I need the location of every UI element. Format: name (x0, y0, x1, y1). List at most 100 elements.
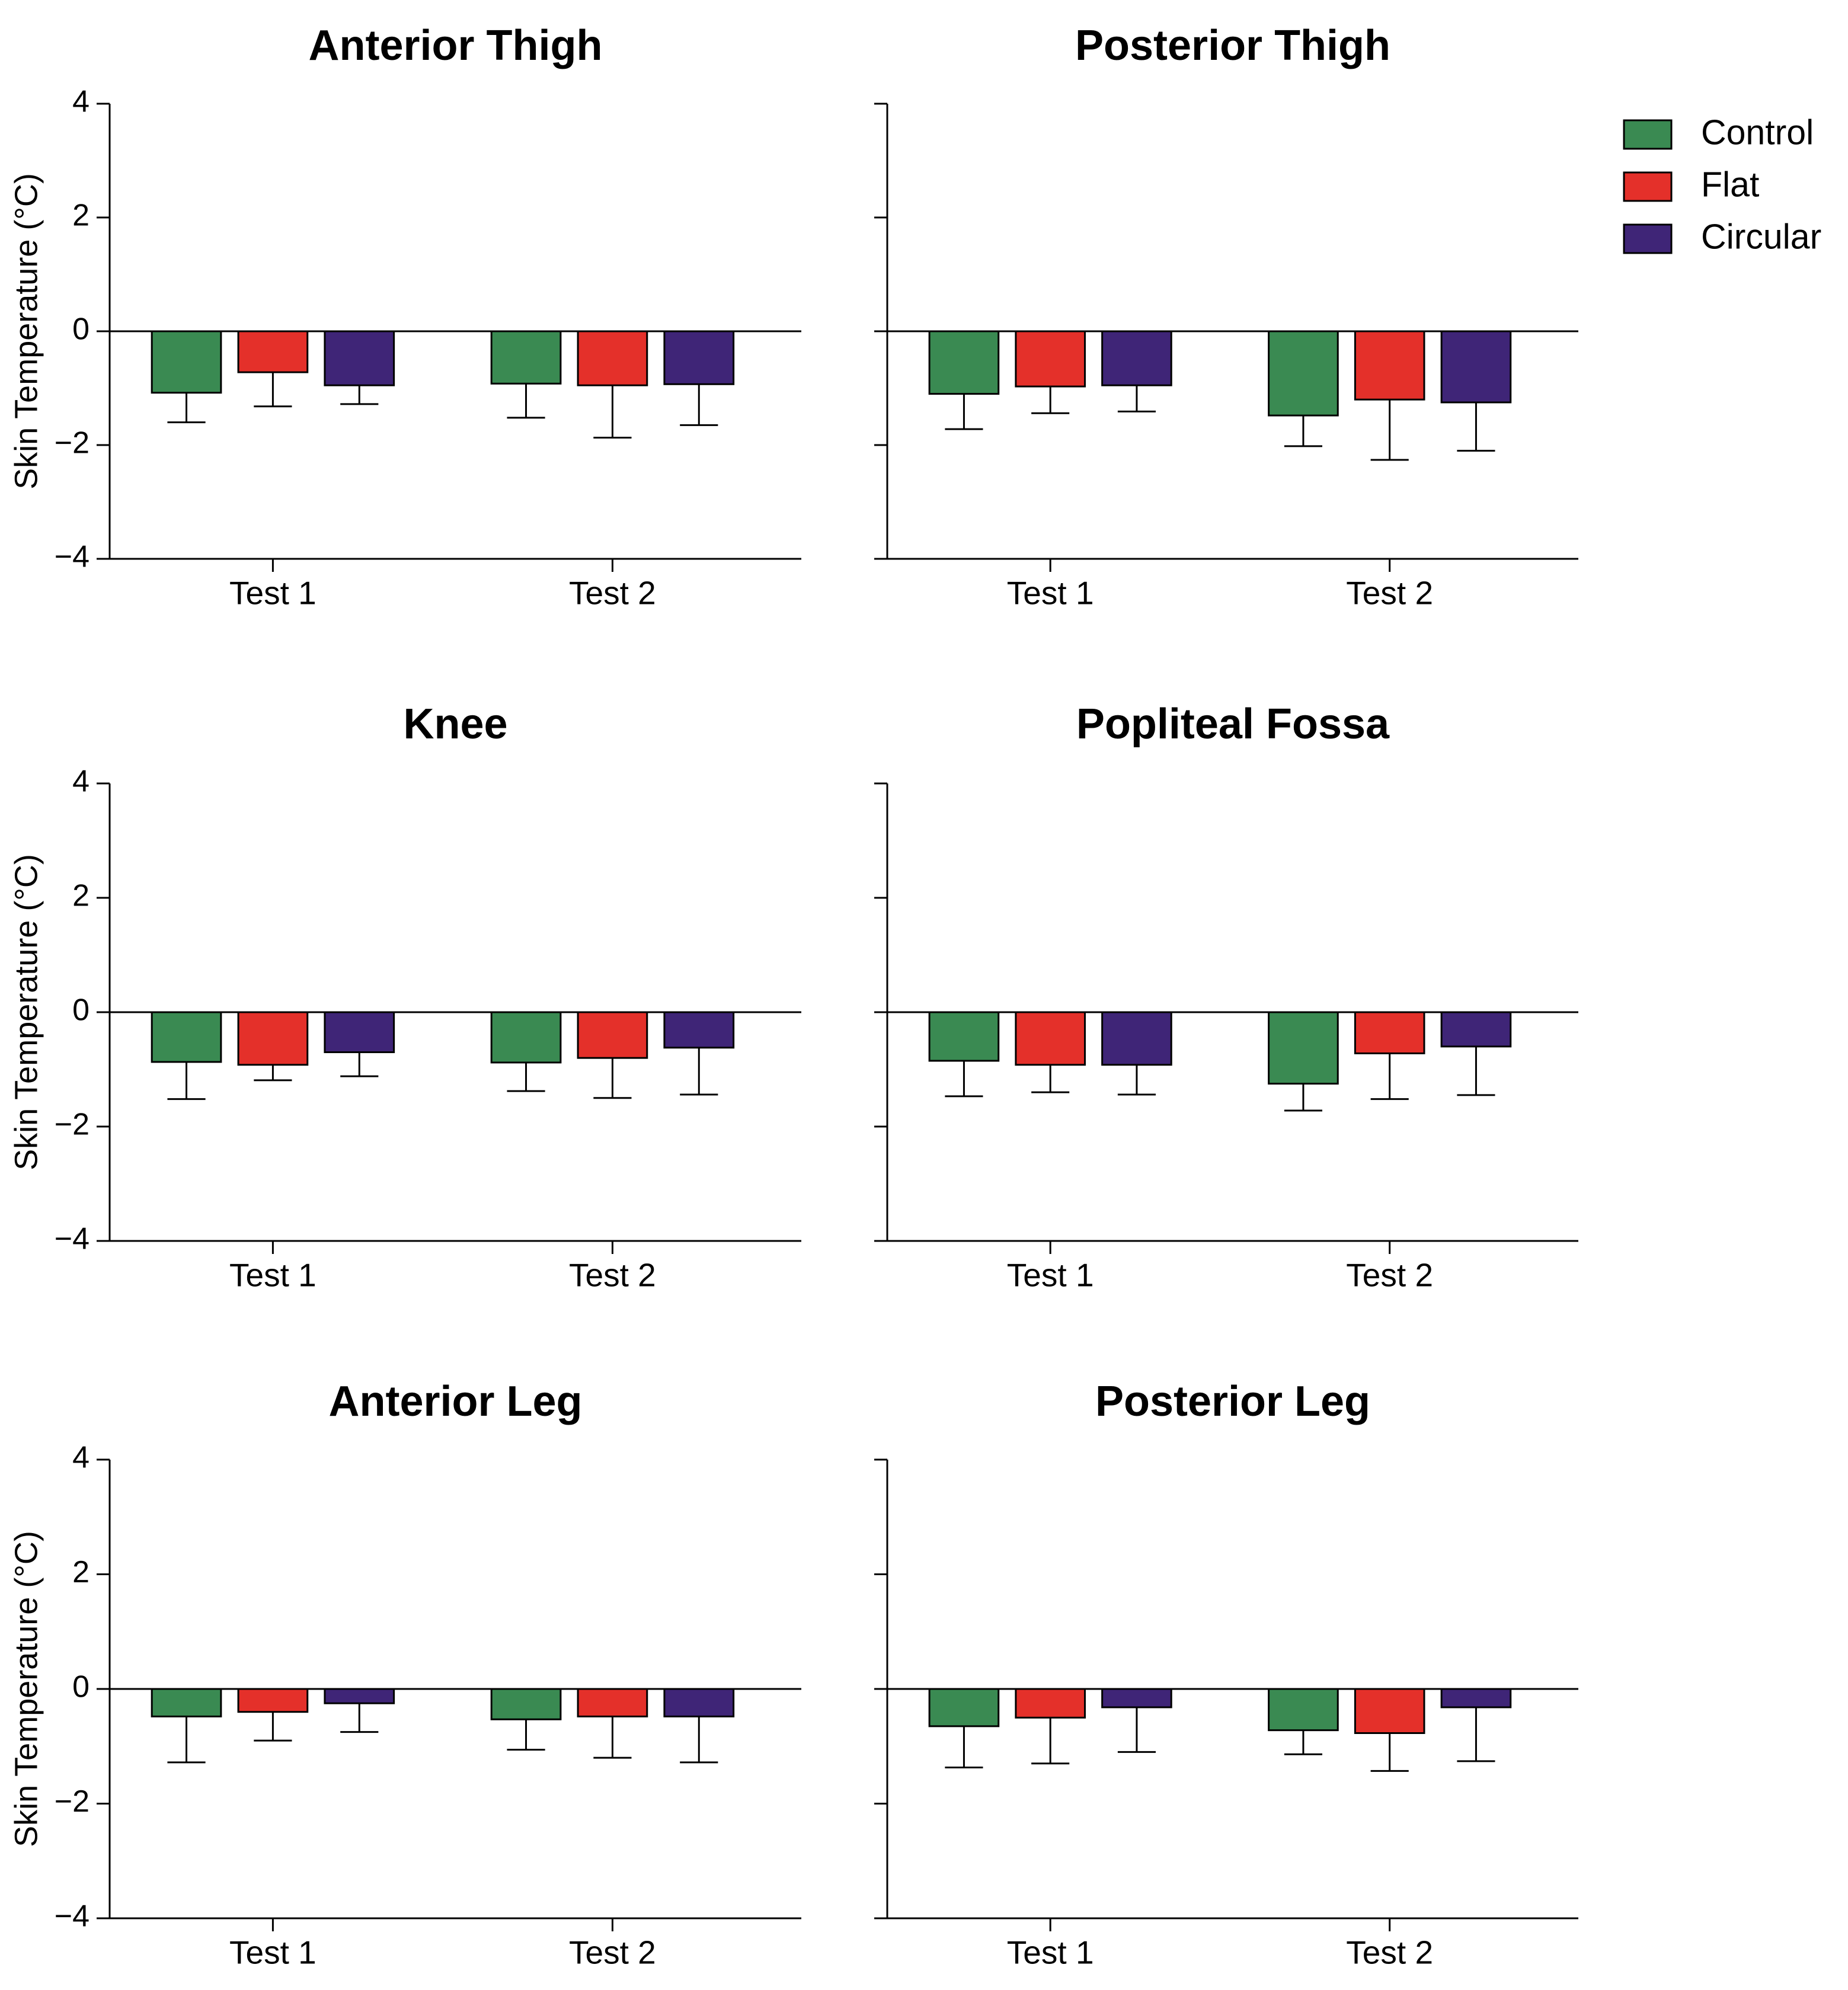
error-bar-circular-test-1 (340, 1052, 379, 1077)
y-axis-label: Skin Temperature (°C) (8, 854, 44, 1170)
x-tick-label-test-1: Test 1 (229, 1257, 316, 1294)
legend-swatch-circular (1623, 223, 1673, 254)
bar-control-test-1 (151, 1011, 222, 1063)
legend-label-circular: Circular (1701, 217, 1821, 257)
bar-circular-test-1 (1101, 330, 1172, 386)
y-tick-label: 4 (72, 764, 89, 799)
x-tick-label-test-1: Test 1 (1007, 575, 1094, 612)
bar-flat-test-2 (1354, 330, 1425, 401)
error-bar-circular-test-1 (340, 385, 379, 405)
legend-label-control: Control (1701, 113, 1814, 152)
x-tick-label-test-2: Test 2 (1346, 575, 1433, 612)
panel-title-posterior-thigh: Posterior Thigh (1075, 22, 1390, 69)
legend-label-flat: Flat (1701, 165, 1759, 204)
panel-title-posterior-leg: Posterior Leg (1095, 1378, 1370, 1425)
bar-control-test-1 (928, 1688, 1000, 1727)
bar-circular-test-1 (1101, 1688, 1172, 1709)
x-tick-label-test-2: Test 2 (569, 575, 656, 612)
y-tick-label: 2 (72, 199, 89, 233)
error-bar-circular-test-1 (340, 1703, 379, 1733)
bar-flat-test-1 (237, 330, 309, 373)
x-tick-label-test-2: Test 2 (1346, 1934, 1433, 1971)
error-bar-flat-test-2 (593, 1058, 632, 1099)
y-tick-label: −4 (55, 540, 89, 574)
bar-circular-test-1 (324, 1688, 395, 1704)
panel-posterior-leg: Posterior Leg Test 1 Test 2 (874, 1378, 1578, 1971)
y-tick-label: −2 (55, 1108, 89, 1142)
error-bar-circular-test-1 (1117, 1064, 1156, 1096)
y-tick-label: 2 (72, 1555, 89, 1589)
error-bar-circular-test-2 (680, 1716, 718, 1764)
bar-flat-test-2 (577, 1688, 648, 1717)
panel-anterior-thigh: Anterior Thigh 4 2 0 −2 −4 Skin Temperature (°… (8, 22, 801, 612)
legend-swatch-flat (1623, 171, 1673, 202)
legend-item-flat: Flat (1623, 165, 1759, 204)
bar-circular-test-2 (1440, 1011, 1512, 1048)
panel-title-anterior-leg: Anterior Leg (328, 1378, 582, 1425)
bar-circular-test-2 (1440, 330, 1512, 404)
y-tick-label: 0 (72, 1670, 89, 1704)
bar-control-test-2 (490, 1688, 562, 1720)
bar-circular-test-2 (1440, 1688, 1512, 1709)
error-bar-control-test-2 (507, 1719, 545, 1751)
y-tick-label: −2 (55, 426, 89, 460)
y-axis-label: Skin Temperature (°C) (8, 173, 44, 489)
y-tick-label: 0 (72, 312, 89, 347)
bar-control-test-2 (490, 330, 562, 385)
legend-item-circular: Circular (1623, 217, 1821, 257)
bar-flat-test-1 (1015, 1688, 1086, 1719)
bar-flat-test-2 (577, 330, 648, 386)
panel-knee: Knee 4 2 0 −2 −4 Skin Temperature (°C) Test 1 Te… (8, 700, 801, 1294)
bar-control-test-1 (928, 330, 1000, 395)
error-bar-circular-test-2 (1457, 1707, 1495, 1762)
y-tick-label: 0 (72, 993, 89, 1028)
error-bar-control-test-2 (1284, 1083, 1322, 1112)
bar-control-test-1 (151, 1688, 222, 1717)
bar-circular-test-1 (324, 1011, 395, 1054)
error-bar-circular-test-2 (680, 384, 718, 426)
error-bar-flat-test-1 (1031, 1717, 1070, 1765)
error-bar-control-test-2 (507, 383, 545, 419)
y-tick-label: −2 (55, 1784, 89, 1819)
error-bar-flat-test-2 (593, 1716, 632, 1759)
error-bar-circular-test-1 (1117, 385, 1156, 412)
error-bar-flat-test-2 (1370, 399, 1409, 461)
bar-control-test-2 (1268, 330, 1339, 417)
bar-control-test-2 (1268, 1688, 1339, 1732)
y-tick-label: 4 (72, 1441, 89, 1475)
panels: Anterior Thigh 4 2 0 −2 −4 Skin Temperature (°… (8, 22, 1578, 1971)
x-tick-label-test-1: Test 1 (229, 1934, 316, 1971)
bar-circular-test-1 (324, 330, 395, 386)
error-bar-control-test-1 (945, 393, 983, 430)
bar-flat-test-1 (237, 1688, 309, 1713)
bar-circular-test-2 (663, 330, 735, 385)
bar-circular-test-2 (663, 1011, 735, 1049)
error-bar-control-test-2 (507, 1062, 545, 1092)
legend: Control Flat Circular (1623, 113, 1821, 257)
bar-flat-test-2 (1354, 1011, 1425, 1054)
legend-item-control: Control (1623, 113, 1814, 152)
x-tick-label-test-1: Test 1 (1007, 1257, 1094, 1294)
bar-control-test-1 (928, 1011, 1000, 1062)
panel-posterior-thigh: Posterior Thigh Test 1 Test 2 (874, 22, 1578, 612)
panel-title-popliteal-fossa: Popliteal Fossa (1076, 700, 1390, 748)
error-bar-flat-test-1 (1031, 386, 1070, 414)
legend-swatch-control (1623, 119, 1673, 150)
bar-flat-test-2 (577, 1011, 648, 1059)
x-tick-label-test-1: Test 1 (1007, 1934, 1094, 1971)
error-bar-circular-test-2 (1457, 1046, 1495, 1096)
error-bar-flat-test-1 (254, 1711, 292, 1742)
error-bar-flat-test-1 (1031, 1064, 1070, 1093)
y-tick-label: −4 (55, 1222, 89, 1256)
panel-title-anterior-thigh: Anterior Thigh (309, 22, 603, 69)
x-tick-label-test-2: Test 2 (1346, 1257, 1433, 1294)
error-bar-flat-test-1 (254, 1064, 292, 1082)
error-bar-flat-test-2 (1370, 1733, 1409, 1772)
error-bar-control-test-2 (1284, 1730, 1322, 1755)
x-tick-label-test-2: Test 2 (569, 1257, 656, 1294)
bar-control-test-1 (151, 330, 222, 394)
error-bar-control-test-1 (167, 1716, 206, 1764)
panel-popliteal-fossa: Popliteal Fossa Test 1 Test 2 (874, 700, 1578, 1294)
panel-title-knee: Knee (403, 700, 507, 748)
error-bar-circular-test-1 (1117, 1707, 1156, 1753)
